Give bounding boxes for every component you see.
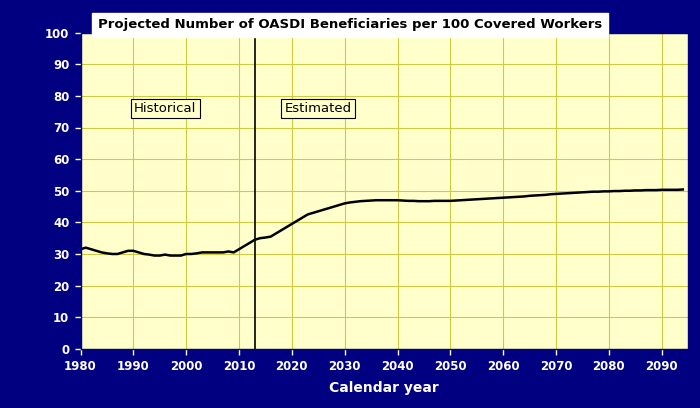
Text: Estimated: Estimated <box>285 102 352 115</box>
Text: Projected Number of OASDI Beneficiaries per 100 Covered Workers: Projected Number of OASDI Beneficiaries … <box>98 18 602 31</box>
X-axis label: Calendar year: Calendar year <box>330 381 439 395</box>
Text: Historical: Historical <box>134 102 196 115</box>
